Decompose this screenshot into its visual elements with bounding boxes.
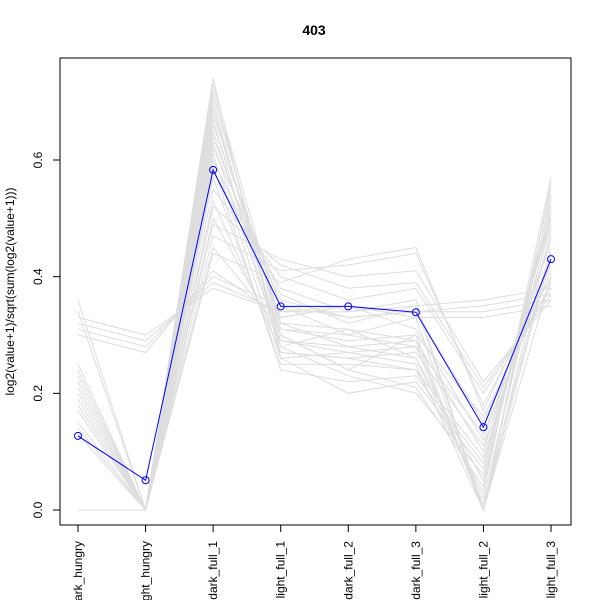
x-tick-label: dark_hungry <box>71 541 85 600</box>
background-series-line <box>78 134 552 511</box>
background-series-line <box>78 188 552 511</box>
background-series-line <box>77 84 552 512</box>
y-axis-label: log2(value+1)/sqrt(sum(log2(value+1))) <box>3 187 17 395</box>
x-tick-label: dark_full_1 <box>206 541 220 600</box>
highlight-series-point <box>344 302 353 311</box>
y-tick-label: 0.0 <box>31 501 45 518</box>
x-tick-label: light_full_1 <box>274 541 288 599</box>
y-tick-label: 0.2 <box>31 385 45 402</box>
background-series-line <box>78 146 552 512</box>
highlight-series-point <box>276 302 285 311</box>
highlight-series-line <box>77 168 552 482</box>
y-tick-label: 0.4 <box>31 268 45 285</box>
chart-title: 403 <box>302 22 326 38</box>
x-tick-label: light_hungry <box>139 541 153 600</box>
x-tick-label: dark_full_3 <box>409 541 423 600</box>
axis-layer: 0.0 0.2 0.4 0.6 dark_hungry light_hungry dark_… <box>31 57 572 600</box>
background-series-line <box>77 95 552 512</box>
plot-frame <box>59 57 572 526</box>
background-series-line <box>77 216 552 512</box>
background-series-line <box>77 246 552 512</box>
background-series-layer <box>77 78 552 512</box>
highlight-series-point <box>479 423 488 432</box>
x-tick-label: dark_full_2 <box>341 541 355 600</box>
highlight-series-point <box>74 431 82 440</box>
x-tick-label: light_full_2 <box>476 541 490 599</box>
background-series-line <box>77 281 552 342</box>
highlight-series-point <box>547 255 555 264</box>
y-tick-label: 0.6 <box>31 151 45 168</box>
background-series-line <box>77 270 552 354</box>
highlight-series-point <box>411 308 420 317</box>
highlight-series-point <box>209 165 218 174</box>
x-tick-label: light_full_3 <box>544 541 558 599</box>
background-series-line <box>77 119 552 512</box>
highlight-series-layer <box>74 165 555 485</box>
highlight-series-point <box>141 476 150 485</box>
